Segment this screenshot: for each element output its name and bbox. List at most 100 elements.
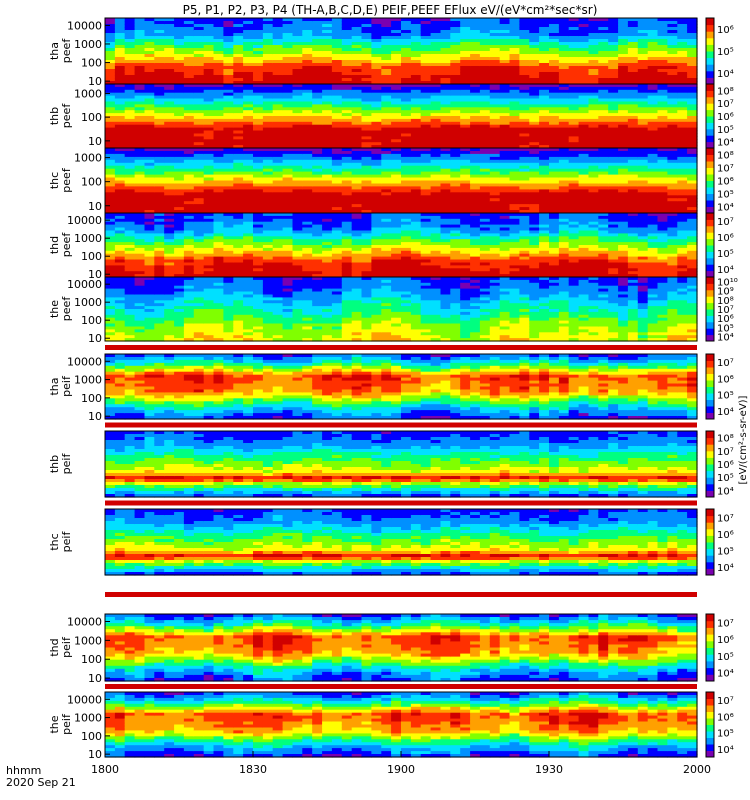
heatmap-cell: [125, 260, 136, 264]
colorbar-segment: [706, 77, 714, 84]
heatmap-cell: [223, 228, 234, 232]
heatmap-cell: [184, 99, 195, 103]
heatmap-cell: [253, 131, 264, 135]
heatmap-cell: [677, 99, 688, 103]
colorbar-segment: [706, 116, 714, 123]
heatmap-cell: [223, 260, 234, 264]
heatmap-cell: [500, 260, 511, 264]
heatmap-cell: [283, 131, 294, 135]
colorbar-tick-label: 10⁶: [717, 112, 734, 123]
heatmap-cell: [470, 260, 481, 264]
heatmap-cell: [302, 131, 313, 135]
heatmap-cell: [519, 260, 530, 264]
heatmap-cell: [332, 228, 343, 232]
heatmap-cell: [638, 99, 649, 103]
heatmap-cell: [490, 99, 501, 103]
heatmap-cell: [460, 260, 471, 264]
heatmap-cell: [371, 228, 382, 232]
heatmap-cell: [184, 131, 195, 135]
panel-label: thcpeef: [48, 167, 73, 193]
heatmap-cell: [667, 131, 678, 135]
colorbar-segment: [706, 142, 714, 149]
heatmap-cell: [667, 99, 678, 103]
heatmap-cell: [559, 131, 570, 135]
heatmap-cell: [539, 131, 550, 135]
heatmap-cell: [539, 99, 550, 103]
heatmap-cell: [194, 260, 205, 264]
heatmap-cell: [391, 228, 402, 232]
heatmap-cell: [421, 228, 432, 232]
heatmap-cell: [302, 99, 313, 103]
heatmap-cell: [371, 131, 382, 135]
heatmap-cell: [283, 99, 294, 103]
colorbar-segment: [706, 181, 714, 188]
heatmap-cell: [529, 99, 540, 103]
heatmap-cell: [115, 99, 126, 103]
heatmap-cell: [293, 228, 304, 232]
heatmap-cell: [342, 131, 353, 135]
heatmap-cell: [204, 260, 215, 264]
heatmap-cell: [431, 131, 442, 135]
heatmap-cell: [332, 131, 343, 135]
colorbar-tick-label: 10⁶: [717, 177, 734, 188]
colorbar-segment: [706, 97, 714, 104]
colorbar-segment: [706, 200, 714, 207]
heatmap-cell: [352, 99, 363, 103]
heatmap-cell: [253, 260, 264, 264]
colorbar-tick-label: 10⁴: [717, 203, 734, 214]
heatmap-cell: [214, 131, 225, 135]
heatmap-cell: [470, 131, 481, 135]
heatmap-cell: [105, 260, 116, 264]
colorbar-2: 10⁴10⁵10⁶10⁷10⁸: [706, 84, 734, 149]
heatmap-cell: [154, 99, 165, 103]
heatmap-cell: [510, 260, 521, 264]
heatmap-cell: [154, 228, 165, 232]
heatmap-cell: [421, 99, 432, 103]
heatmap-cell: [421, 260, 432, 264]
colorbar-segment: [706, 135, 714, 142]
heatmap-cell: [589, 99, 600, 103]
heatmap-cell: [115, 131, 126, 135]
heatmap-cell: [263, 260, 274, 264]
colorbar-segment: [706, 161, 714, 168]
colorbar-tick-label: 10⁶: [717, 25, 734, 36]
heatmap-cell: [332, 99, 343, 103]
heatmap-cell: [441, 99, 452, 103]
heatmap-cell: [470, 99, 481, 103]
heatmap-cell: [450, 131, 461, 135]
heatmap-cell: [194, 99, 205, 103]
heatmap-cell: [431, 260, 442, 264]
colorbar-segment: [706, 129, 714, 136]
heatmap-cell: [105, 99, 116, 103]
heatmap-cell: [480, 260, 491, 264]
colorbar-tick-label: 10⁴: [717, 138, 734, 149]
heatmap-cell: [381, 228, 392, 232]
heatmap-cell: [194, 131, 205, 135]
colorbar-segment: [706, 110, 714, 117]
heatmap-cell: [648, 131, 659, 135]
heatmap-cell: [480, 228, 491, 232]
heatmap-cell: [460, 99, 471, 103]
heatmap-cell: [687, 131, 698, 135]
heatmap-cell: [204, 228, 215, 232]
colorbar-tick-label: 10⁵: [717, 190, 734, 201]
heatmap-cell: [223, 99, 234, 103]
heatmap-cell: [154, 260, 165, 264]
heatmap-cell: [214, 228, 225, 232]
heatmap-cell: [312, 228, 323, 232]
heatmap-cell: [391, 99, 402, 103]
heatmap-cell: [214, 260, 225, 264]
y-tick-label: 100: [81, 111, 102, 124]
heatmap-cell: [411, 99, 422, 103]
heatmap-cell: [381, 131, 392, 135]
y-tick-label: 100: [81, 57, 102, 70]
heatmap-cell: [184, 228, 195, 232]
heatmap-cell: [164, 228, 175, 232]
heatmap-cell: [115, 260, 126, 264]
heatmap-cell: [233, 228, 244, 232]
colorbar-tick-label: 10⁵: [717, 125, 734, 136]
heatmap-cell: [243, 228, 254, 232]
colorbar-segment: [706, 84, 714, 91]
